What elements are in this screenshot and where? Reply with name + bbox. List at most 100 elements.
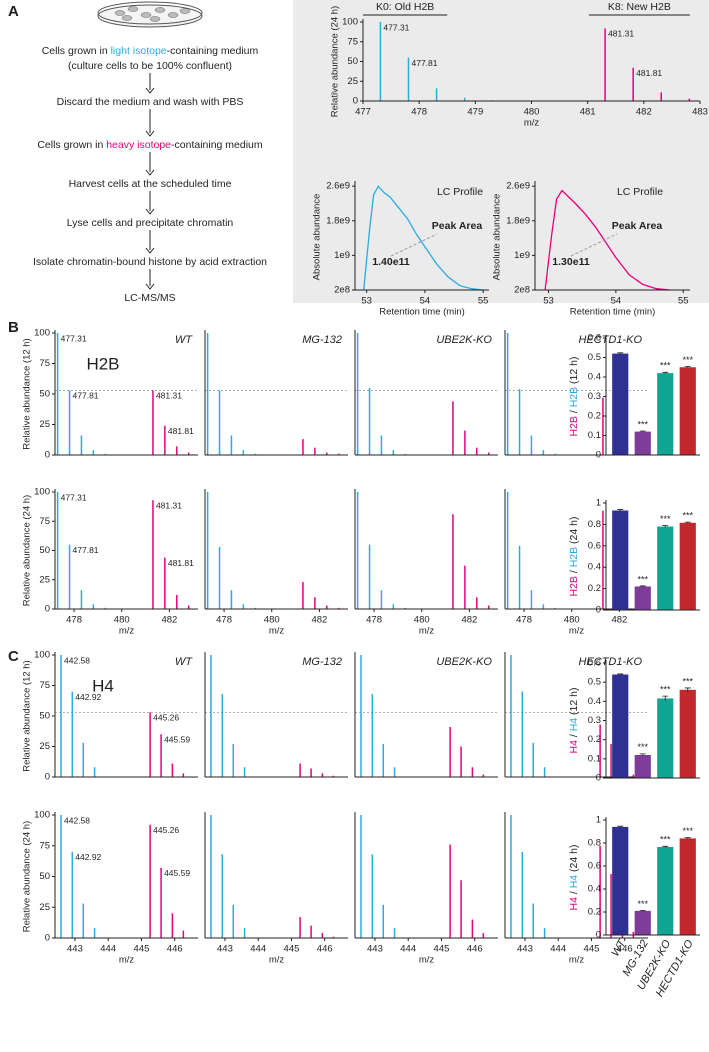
y-axis-label-part: H2B	[568, 416, 580, 436]
error-bar	[639, 909, 646, 912]
peak-label: 481.81	[168, 426, 194, 436]
y-tick-label: 75	[347, 36, 358, 47]
x-tick-label: 482	[611, 615, 627, 626]
peak-area-value: 1.40e11	[372, 256, 410, 268]
peak-area-pointer	[570, 233, 618, 257]
panel-title: HECTD1-KO	[578, 656, 642, 668]
y-axis-label-part: /	[568, 731, 580, 740]
x-tick-label: 480	[524, 107, 540, 118]
panel-title: HECTD1-KO	[578, 334, 642, 346]
cells	[114, 6, 191, 22]
y-tick-label: 2.6e9	[506, 181, 530, 192]
flow-arrowhead	[145, 283, 155, 290]
bar	[634, 755, 651, 778]
x-tick-label: 446	[167, 944, 183, 955]
peak-area-pointer	[390, 233, 438, 257]
flow-text: LC-MS/MS	[124, 292, 175, 304]
y-tick-label: 0.6	[588, 658, 601, 669]
x-tick-label: 445	[134, 944, 150, 955]
y-tick-label: 25	[39, 574, 50, 585]
y-axis-label: Relative abundance (24 h)	[330, 6, 341, 117]
error-bar	[684, 687, 691, 692]
y-tick-label: 50	[39, 389, 50, 400]
y-tick-label: 0.5	[588, 677, 601, 688]
bar	[634, 910, 651, 935]
bar	[657, 373, 674, 455]
y-tick-label: 0	[596, 450, 601, 461]
error-bar	[639, 430, 646, 433]
bar	[679, 522, 696, 610]
error-bar	[684, 366, 691, 369]
bar	[612, 510, 629, 610]
x-tick-label: 53	[361, 296, 372, 307]
y-tick-label: 0.3	[588, 715, 601, 726]
lc-title: LC Profile	[437, 186, 483, 198]
error-bar	[662, 845, 669, 848]
peak-label: 445.26	[153, 825, 179, 835]
y-axis-label-part: (24 h)	[568, 517, 580, 547]
x-tick-label: 478	[216, 615, 232, 626]
y-tick-label: 0	[596, 605, 601, 616]
x-tick-label: 444	[250, 944, 266, 955]
panel-label: C	[8, 648, 19, 665]
peak-label: 442.92	[75, 852, 101, 862]
culture-dish	[97, 1, 203, 28]
x-tick-label: 480	[114, 615, 130, 626]
header-label: K8: New H2B	[608, 1, 671, 13]
lc-profile	[363, 185, 484, 291]
y-axis-label-part: H2B	[568, 547, 580, 567]
flow-text: light isotope	[111, 45, 167, 57]
flow-arrowhead	[145, 247, 155, 254]
flow-text: Harvest cells at the scheduled time	[69, 178, 232, 190]
peak-label: 445.59	[164, 735, 190, 745]
peak-label: 445.59	[164, 868, 190, 878]
y-tick-label: 25	[39, 902, 50, 913]
y-tick-label: 75	[39, 358, 50, 369]
bar	[679, 367, 696, 455]
y-tick-label: 0.4	[588, 372, 601, 383]
panel-title: WT	[175, 334, 193, 346]
flow-text: -containing medium	[171, 139, 263, 151]
x-axis-label: Retention time (min)	[570, 307, 656, 318]
y-axis-label-part: (12 h)	[568, 688, 580, 718]
peak-label: 442.92	[75, 692, 101, 702]
panel-title: WT	[175, 656, 193, 668]
x-axis-label: m/z	[119, 955, 135, 966]
flow-text: heavy isotope	[106, 139, 171, 151]
y-axis-label-part: H2B	[568, 576, 580, 596]
flow-arrowhead	[145, 208, 155, 215]
y-tick-label: 0	[596, 773, 601, 784]
y-tick-label: 0.5	[588, 352, 601, 363]
bar	[612, 674, 629, 778]
lc-title: LC Profile	[617, 186, 663, 198]
x-axis-label: m/z	[269, 955, 285, 966]
peak-label: 481.81	[168, 558, 194, 568]
x-tick-label: 446	[467, 944, 483, 955]
error-bar	[617, 673, 624, 676]
panel-title: UBE2K-KO	[436, 334, 492, 346]
y-tick-label: 25	[347, 76, 358, 87]
x-tick-label: 478	[516, 615, 532, 626]
bar	[634, 431, 651, 455]
significance: ***	[682, 826, 693, 836]
x-tick-label: 443	[517, 944, 533, 955]
x-tick-label: 480	[564, 615, 580, 626]
y-tick-label: 0.6	[588, 333, 601, 344]
y-axis-label-part: (12 h)	[568, 357, 580, 387]
x-axis-label: m/z	[419, 626, 435, 637]
y-tick-label: 50	[347, 56, 358, 67]
error-bar	[639, 585, 646, 587]
x-tick-label: 482	[461, 615, 477, 626]
y-tick-label: 0.8	[588, 838, 601, 849]
y-tick-label: 1.8e9	[326, 215, 350, 226]
flow-text: Lyse cells and precipitate chromatin	[67, 217, 234, 229]
y-tick-label: 0.4	[588, 696, 601, 707]
bar	[679, 689, 696, 778]
panel-title: UBE2K-KO	[436, 656, 492, 668]
flow-text: Discard the medium and wash with PBS	[57, 96, 244, 108]
y-tick-label: 100	[34, 810, 50, 821]
flow-text: Cells grown in	[42, 45, 111, 57]
y-axis-label: Absolute abundance	[492, 194, 503, 281]
y-tick-label: 50	[39, 545, 50, 556]
bar	[612, 353, 629, 455]
